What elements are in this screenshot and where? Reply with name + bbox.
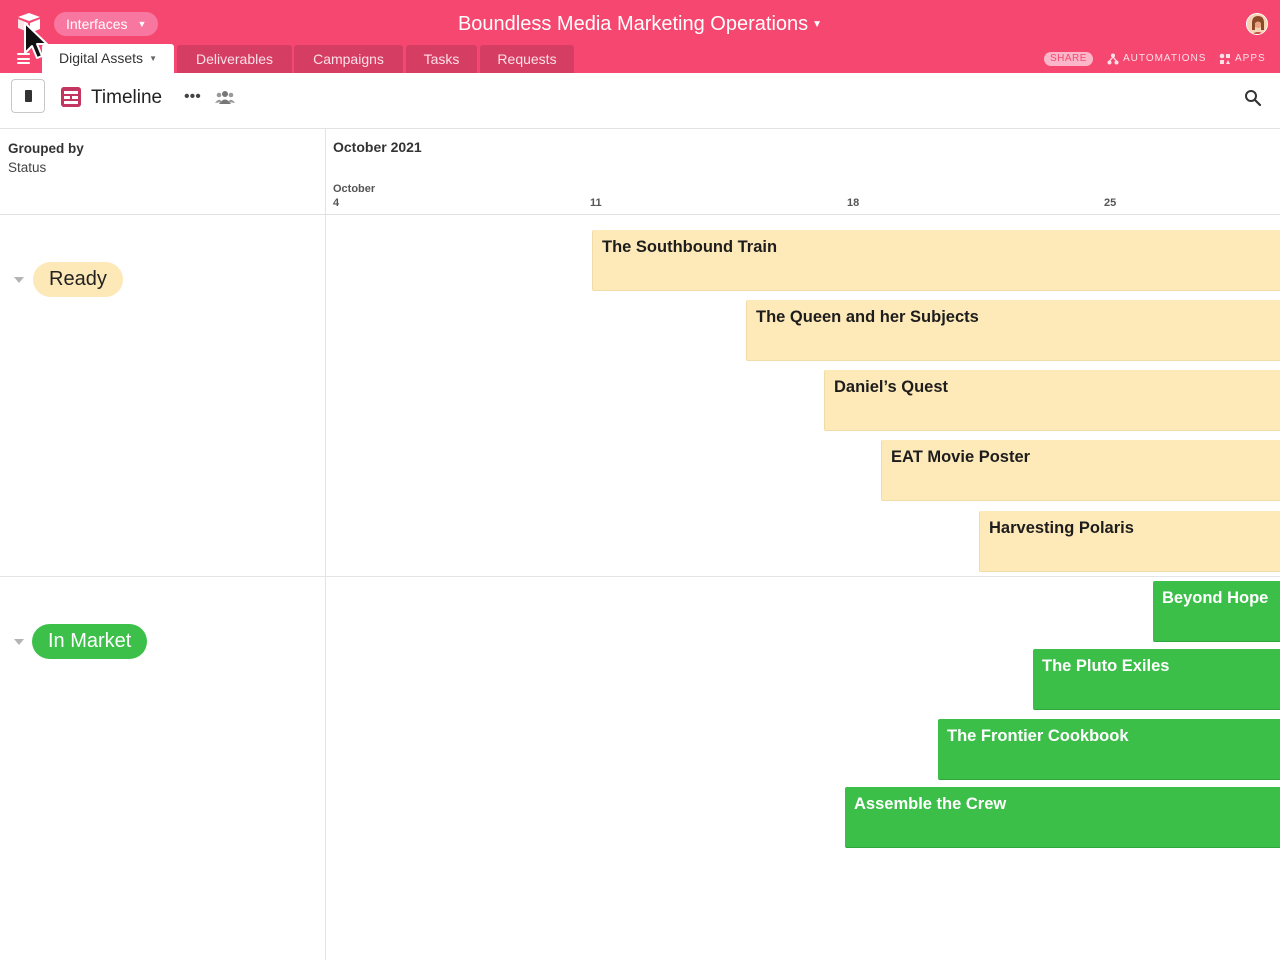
avatar-icon (1247, 14, 1267, 34)
collaborators-icon[interactable] (215, 89, 235, 105)
tab-label: Tasks (423, 51, 460, 67)
apps-label: APPS (1235, 53, 1266, 64)
timeline-record[interactable]: Assemble the Crew (845, 787, 1280, 848)
timeline-day-label: 25 (1104, 197, 1117, 209)
tab-digital-assets[interactable]: Digital Assets ▼ (42, 44, 174, 73)
view-title[interactable]: Timeline (91, 87, 163, 108)
grouped-by-field: Status (8, 160, 47, 175)
collapse-group-icon[interactable] (14, 639, 24, 645)
collapse-group-icon[interactable] (14, 277, 24, 283)
automations-button[interactable]: AUTOMATIONS (1107, 51, 1206, 67)
grouped-by-key: Grouped by (8, 141, 84, 156)
status-badge-ready: Ready (33, 262, 123, 297)
app-header: Interfaces ▼ Boundless Media Marketing O… (0, 0, 1280, 73)
hamburger-menu-icon[interactable] (17, 53, 30, 64)
apps-icon (1219, 53, 1230, 64)
timeline-record[interactable]: EAT Movie Poster (881, 440, 1280, 501)
status-badge-in-market: In Market (32, 624, 148, 659)
grouped-by-label[interactable]: Grouped by Status (8, 139, 84, 177)
tab-label: Campaigns (313, 51, 384, 67)
timeline-record[interactable]: The Frontier Cookbook (938, 719, 1280, 780)
tab-tasks[interactable]: Tasks (406, 45, 477, 73)
base-title-label: Boundless Media Marketing Operations (457, 13, 809, 35)
base-title[interactable]: Boundless Media Marketing Operations ▼ (0, 11, 1280, 38)
timeline-record[interactable]: Beyond Hope (1153, 581, 1280, 642)
timeline-icon (61, 87, 81, 107)
automations-icon (1107, 53, 1119, 65)
tab-deliverables[interactable]: Deliverables (177, 45, 292, 73)
group-column: Grouped by Status (0, 129, 326, 960)
timeline-record[interactable]: The Pluto Exiles (1033, 649, 1280, 710)
chevron-down-icon: ▼ (137, 19, 147, 29)
automations-label: AUTOMATIONS (1123, 53, 1207, 64)
chevron-down-icon: ▼ (812, 18, 823, 30)
tab-campaigns[interactable]: Campaigns (294, 45, 403, 73)
timeline-day-label: 18 (847, 197, 860, 209)
timeline-day-label: 11 (590, 197, 602, 209)
user-avatar[interactable] (1246, 13, 1268, 35)
group-divider (0, 576, 1280, 577)
interfaces-switcher-label: Interfaces (66, 16, 128, 32)
timeline-record[interactable]: The Southbound Train (592, 230, 1280, 291)
interfaces-switcher[interactable]: Interfaces ▼ (54, 12, 159, 36)
timeline-record[interactable]: The Queen and her Subjects (746, 300, 1280, 361)
share-button[interactable]: SHARE (1044, 52, 1093, 66)
tab-label: Digital Assets (59, 50, 144, 66)
more-options-icon[interactable]: ••• (184, 88, 201, 105)
apps-button[interactable]: APPS (1219, 51, 1266, 67)
search-icon[interactable] (1244, 89, 1262, 107)
timeline-day-month: October (333, 183, 376, 195)
timeline-day-label: October 4 (333, 182, 375, 210)
timeline-day-number: 4 (333, 197, 340, 209)
timeline-month-label: October 2021 (333, 139, 422, 155)
tab-label: Requests (497, 51, 557, 67)
sidebar-icon (25, 90, 32, 102)
sidebar-toggle-button[interactable] (11, 79, 45, 113)
timeline-record[interactable]: Harvesting Polaris (979, 511, 1280, 572)
mouse-cursor-icon (24, 22, 48, 59)
header-divider (0, 214, 1280, 215)
tab-label: Deliverables (195, 51, 274, 67)
tab-requests[interactable]: Requests (480, 45, 574, 73)
view-toolbar: Timeline ••• (0, 73, 1280, 129)
timeline-record[interactable]: Daniel’s Quest (824, 370, 1280, 431)
chevron-down-icon: ▼ (149, 54, 157, 64)
